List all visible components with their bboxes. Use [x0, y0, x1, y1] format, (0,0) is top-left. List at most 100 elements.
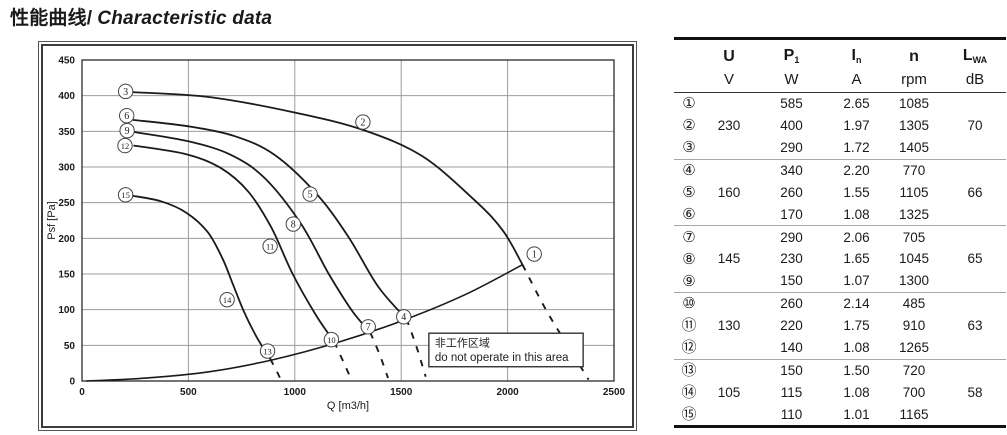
do-not-operate-text-zh: 非工作区域	[435, 337, 490, 350]
table-row: ⑤ 160 260 1.55 1105 66	[674, 182, 1006, 204]
table-cell-p1: 585	[780, 96, 803, 112]
fan-curve-145V-curve-points-9-8-7	[133, 131, 372, 334]
x-tick-label: 0	[79, 387, 85, 398]
table-cell-n: 1265	[898, 339, 930, 355]
table-cell-p1: 220	[780, 318, 803, 334]
x-axis-title: Q [m3/h]	[327, 400, 369, 412]
table-cell-in: 1.55	[843, 184, 870, 200]
table-row: ⑭ 105 115 1.08 700 58	[674, 382, 1006, 404]
operating-limit-curve	[86, 263, 523, 382]
table-unit-v: V	[723, 71, 734, 88]
table-cell-in: 1.08	[843, 384, 870, 400]
table-cell-u: 160	[717, 184, 741, 200]
table-unit-db: dB	[965, 71, 985, 88]
table-cell-n: 1405	[898, 139, 930, 155]
table-row: ② 230 400 1.97 1305 70	[674, 115, 1006, 137]
table-cell-lwa: 63	[967, 318, 983, 334]
table-unit-w: W	[784, 71, 799, 88]
y-tick-label: 200	[58, 234, 75, 245]
row-number-badge: ⑥	[682, 204, 696, 223]
table-cell-in: 1.08	[843, 339, 870, 355]
fan-curve-dashed-extension-160V-curve-points-6-5-4	[405, 318, 427, 377]
row-number-badge: ⑧	[682, 249, 696, 268]
table-cell-lwa: 65	[967, 251, 983, 267]
table-row: ⑧ 145 230 1.65 1045 65	[674, 248, 1006, 270]
table-row: ⑫ 140 1.08 1265	[674, 337, 1006, 360]
curve-label-circle-8	[285, 216, 302, 232]
table-row: ⑩ 260 2.14 485	[674, 293, 1006, 315]
row-number-badge: ④	[682, 161, 696, 180]
table-cell-in: 1.65	[843, 251, 870, 267]
table-cell-n: 1165	[899, 406, 929, 422]
table-header-p: P1	[783, 47, 800, 65]
do-not-operate-text-en: do not operate in this area	[435, 352, 569, 364]
page-title-en: Characteristic data	[97, 8, 273, 29]
table-header-l: LWA	[962, 47, 988, 65]
table-cell-n: 910	[902, 318, 926, 334]
row-number-badge: ⑫	[681, 338, 697, 357]
table-cell-n: 1085	[898, 96, 930, 112]
table-header-row: U P1 In n LWA	[674, 40, 1006, 67]
page-title-zh: 性能曲线/	[10, 8, 93, 29]
curve-label-circle-1	[526, 246, 542, 262]
table-cell-p1: 150	[780, 273, 803, 289]
table-cell-u: 145	[717, 251, 741, 267]
table-cell-in: 2.06	[843, 229, 870, 245]
row-number-badge: ③	[682, 138, 696, 157]
table-cell-p1: 110	[780, 406, 803, 422]
y-tick-label: 400	[58, 91, 75, 102]
table-cell-in: 1.07	[843, 273, 870, 289]
table-cell-in: 1.50	[843, 362, 870, 378]
curve-label-number-9: 9	[125, 126, 130, 137]
curve-label-number-2: 2	[360, 117, 365, 128]
curve-label-circle-2	[355, 114, 371, 130]
x-tick-label: 500	[180, 387, 197, 398]
curve-label-circle-12	[117, 137, 133, 154]
table-unit-rpm: rpm	[901, 71, 927, 88]
y-tick-label: 150	[58, 270, 75, 281]
curve-label-circle-6	[118, 107, 135, 124]
y-tick-label: 450	[58, 56, 75, 67]
row-number-badge: ⑨	[682, 271, 696, 290]
row-number-badge: ①	[682, 94, 696, 113]
table-row: ① 585 2.65 1085	[674, 93, 1006, 115]
y-tick-label: 0	[69, 377, 75, 388]
page-title: 性能曲线/Characteristic data	[10, 3, 272, 30]
table-cell-u: 130	[717, 318, 741, 334]
fan-curve-105V-curve-points-15-14-13	[130, 194, 272, 360]
curve-label-circle-4	[396, 309, 412, 325]
row-number-badge: ⑮	[681, 404, 697, 423]
table-row: ④ 340 2.20 770	[674, 160, 1006, 182]
table-cell-p1: 140	[780, 339, 803, 355]
table-cell-n: 485	[902, 296, 926, 312]
table-cell-n: 770	[902, 162, 926, 178]
table-cell-n: 1300	[898, 273, 930, 289]
plot-border	[81, 59, 615, 382]
table-cell-n: 1105	[899, 184, 929, 200]
y-tick-label: 300	[58, 163, 75, 174]
table-cell-p1: 340	[780, 162, 803, 178]
table-row: ⑪ 130 220 1.75 910 63	[674, 315, 1006, 337]
curve-label-number-12: 12	[121, 141, 129, 151]
y-tick-label: 250	[58, 198, 75, 209]
table-cell-in: 2.14	[843, 296, 870, 312]
characteristic-curve-chart: 1 2 3 4 5 6 7 8 9 10 11 12 13 14 15 非工作区域 do not operate…	[38, 41, 637, 431]
table-cell-lwa: 58	[967, 384, 983, 400]
curve-label-number-13: 13	[263, 346, 272, 356]
curve-label-number-5: 5	[308, 190, 313, 201]
y-tick-label: 50	[64, 341, 76, 352]
row-number-badge: ⑦	[682, 227, 696, 246]
curve-label-number-7: 7	[366, 322, 371, 333]
table-cell-p1: 260	[780, 184, 803, 200]
fan-curve-dashed-extension-130V-curve-points-12-11-10	[333, 341, 352, 380]
table-row: ⑨ 150 1.07 1300	[674, 270, 1006, 294]
table-cell-u: 230	[717, 118, 741, 134]
row-number-badge: ⑪	[681, 316, 697, 335]
curve-label-number-6: 6	[124, 111, 129, 122]
x-tick-label: 1000	[284, 387, 307, 398]
table-cell-in: 1.72	[843, 139, 870, 155]
